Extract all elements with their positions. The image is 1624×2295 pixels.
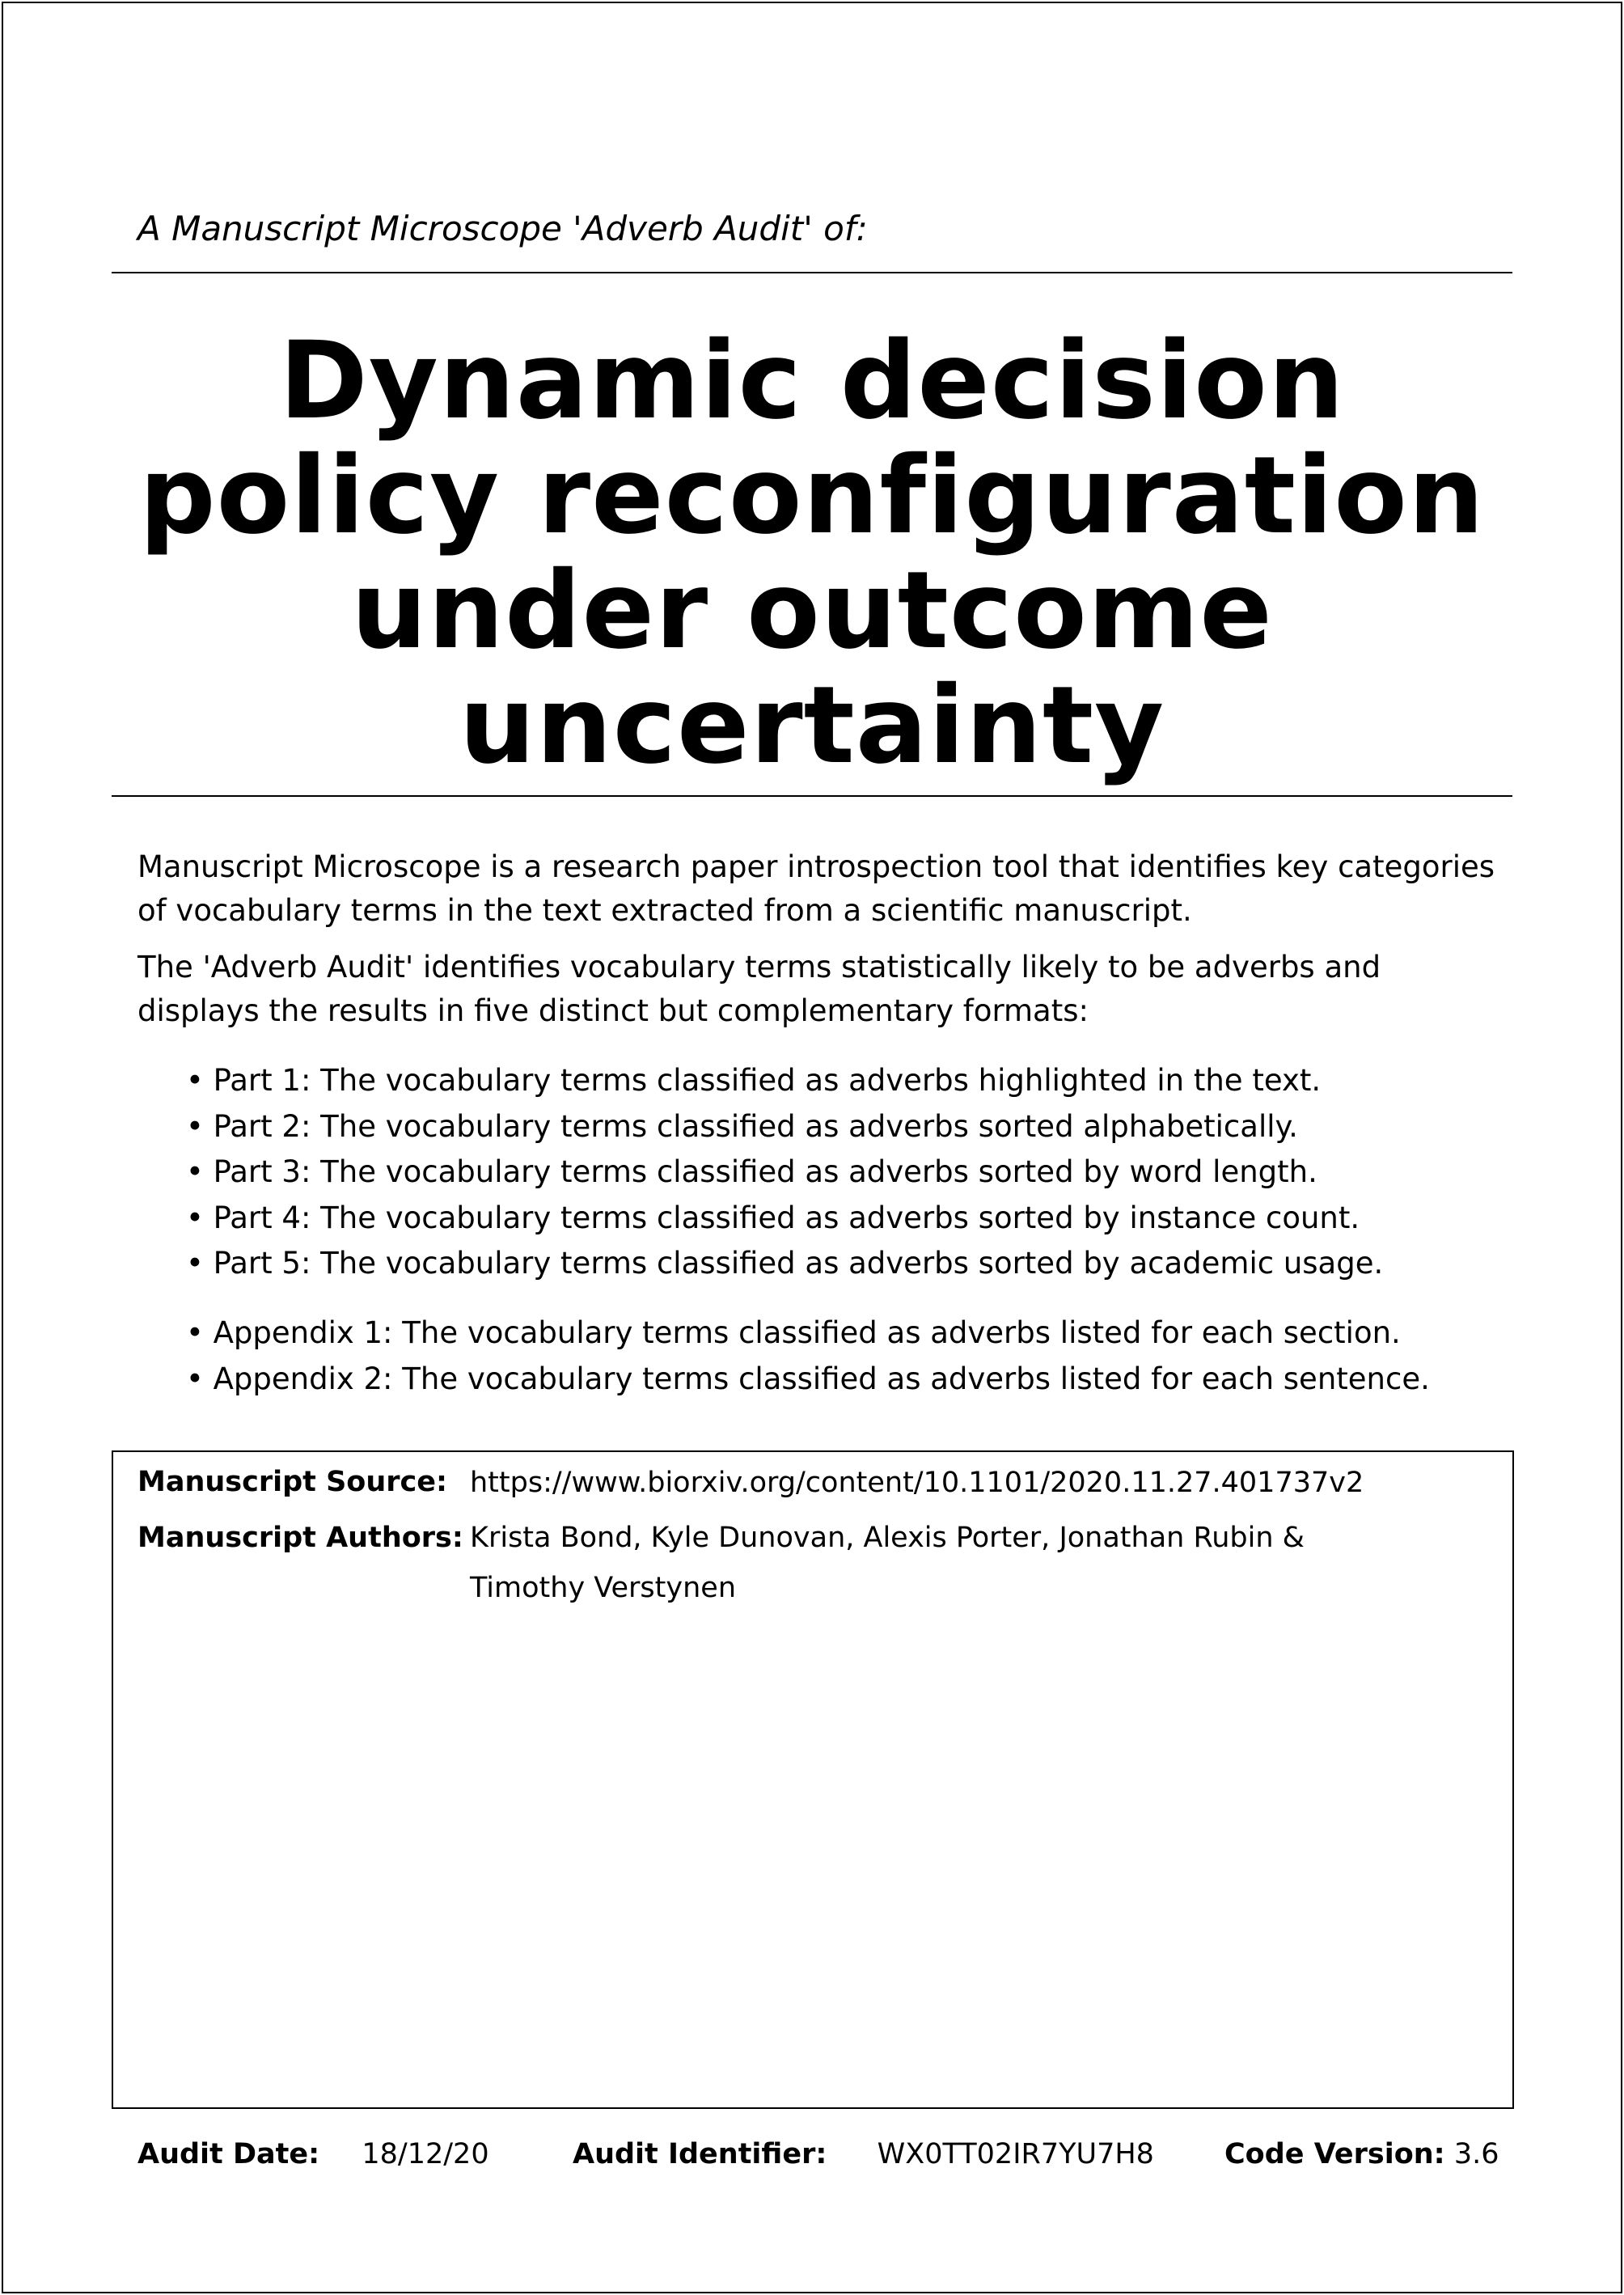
audit-date-label: Audit Date: <box>137 2138 320 2170</box>
intro-text: Manuscript Microscope is a research pape… <box>137 845 1504 1046</box>
list-item: Appendix 2: The vocabulary terms classif… <box>186 1357 1430 1403</box>
top-divider <box>112 272 1512 273</box>
manuscript-authors-value: Krista Bond, Kyle Dunovan, Alexis Porter… <box>470 1522 1305 1604</box>
list-item: Part 1: The vocabulary terms classified … <box>186 1058 1383 1104</box>
list-item: Appendix 1: The vocabulary terms classif… <box>186 1311 1430 1357</box>
manuscript-source-label: Manuscript Source: <box>137 1466 448 1498</box>
manuscript-authors-label: Manuscript Authors: <box>137 1522 463 1554</box>
parts-list: Part 1: The vocabulary terms classified … <box>186 1058 1384 1287</box>
list-item: Part 4: The vocabulary terms classified … <box>186 1196 1383 1242</box>
code-version: Code Version: 3.6 <box>1224 2138 1499 2170</box>
audit-identifier-label: Audit Identifier: <box>573 2138 827 2170</box>
audit-identifier-value: WX0TT02IR7YU7H8 <box>877 2138 1154 2170</box>
list-item: Part 2: The vocabulary terms classified … <box>186 1104 1383 1150</box>
list-item: Part 5: The vocabulary terms classified … <box>186 1241 1384 1287</box>
title-line: uncertainty <box>459 663 1165 788</box>
audit-date: Audit Date: 18/12/20 <box>137 2138 489 2170</box>
manuscript-source-link[interactable]: https://www.biorxiv.org/content/10.1101/… <box>470 1467 1364 1499</box>
list-item: Part 3: The vocabulary terms classified … <box>186 1150 1383 1196</box>
code-version-value: 3.6 <box>1453 2138 1499 2170</box>
code-version-label: Code Version: <box>1224 2138 1445 2170</box>
manuscript-info-box <box>112 1450 1514 2109</box>
appendices-list: Appendix 1: The vocabulary terms classif… <box>186 1311 1430 1402</box>
manuscript-title: Dynamic decision policy reconfiguration … <box>112 324 1512 783</box>
title-line: under outcome <box>351 548 1273 673</box>
audit-date-value: 18/12/20 <box>362 2138 489 2170</box>
intro-paragraph: The 'Adverb Audit' identifies vocabulary… <box>137 950 1381 1028</box>
intro-paragraph: Manuscript Microscope is a research pape… <box>137 849 1495 928</box>
title-line: policy reconfiguration <box>139 434 1485 558</box>
title-divider <box>112 795 1512 797</box>
audit-identifier: Audit Identifier: WX0TT02IR7YU7H8 <box>573 2138 1154 2170</box>
audit-subtitle: A Manuscript Microscope 'Adverb Audit' o… <box>137 209 868 248</box>
title-line: Dynamic decision <box>279 319 1345 443</box>
